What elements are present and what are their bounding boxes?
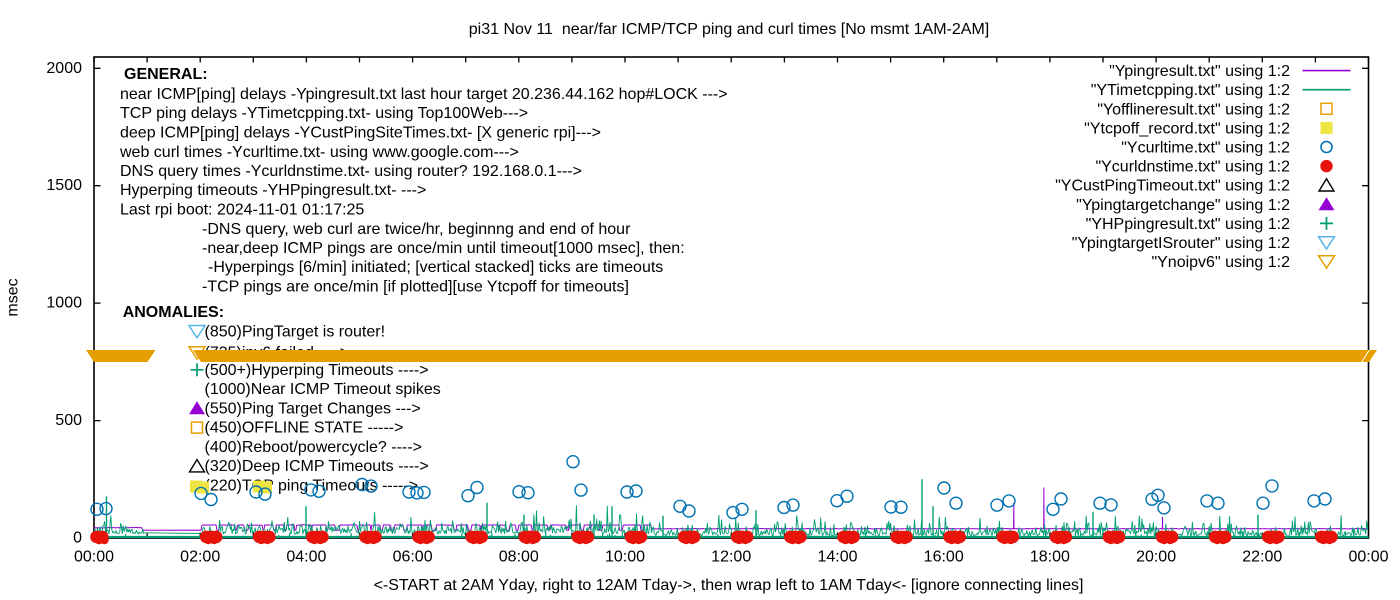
svg-text:06:00: 06:00 [393,549,433,566]
svg-text:-near,deep ICMP pings are once: -near,deep ICMP pings are once/min until… [202,240,685,257]
svg-text:0: 0 [73,530,82,547]
svg-text:-Hyperpings [6/min] initiated;: -Hyperpings [6/min] initiated; [vertical… [208,259,663,276]
svg-text:14:00: 14:00 [817,549,857,566]
svg-text:20:00: 20:00 [1136,549,1176,566]
svg-text:(400)Reboot/powercycle? ---->: (400)Reboot/powercycle? ----> [205,439,422,456]
svg-text:"Ytcpoff_record.txt" using 1:2: "Ytcpoff_record.txt" using 1:2 [1084,120,1290,137]
svg-text:"Ypingresult.txt" using 1:2: "Ypingresult.txt" using 1:2 [1109,63,1290,80]
svg-text:1000: 1000 [46,295,82,312]
svg-text:00:00: 00:00 [74,549,114,566]
svg-text:pi31 Nov 11 near/far ICMP/TCP: pi31 Nov 11 near/far ICMP/TCP ping and c… [469,21,989,38]
svg-text:(220)TCP ping Timeouts ----->: (220)TCP ping Timeouts -----> [205,477,419,494]
svg-text:"YpingtargetISrouter" using 1:: "YpingtargetISrouter" using 1:2 [1072,235,1290,252]
svg-text:"YCustPingTimeout.txt" using 1: "YCustPingTimeout.txt" using 1:2 [1055,178,1290,195]
svg-text:Last rpi boot: 2024-11-01 01:1: Last rpi boot: 2024-11-01 01:17:25 [120,202,364,219]
svg-text:(1000)Near ICMP Timeout spikes: (1000)Near ICMP Timeout spikes [205,381,441,398]
svg-text:22:00: 22:00 [1242,549,1282,566]
svg-text:TCP ping delays -YTimetcpping.: TCP ping delays -YTimetcpping.txt- using… [120,105,528,122]
svg-text:ANOMALIES:: ANOMALIES: [123,304,224,321]
svg-text:"Ycurldnstime.txt" using 1:2: "Ycurldnstime.txt" using 1:2 [1095,159,1290,176]
svg-text:web curl times -Ycurltime.txt-: web curl times -Ycurltime.txt- using www… [119,144,519,161]
svg-text:1500: 1500 [46,177,82,194]
svg-text:deep ICMP[ping] delays -YCustP: deep ICMP[ping] delays -YCustPingSiteTim… [120,125,601,142]
svg-text:12:00: 12:00 [711,549,751,566]
svg-text:(320)Deep ICMP Timeouts ---->: (320)Deep ICMP Timeouts ----> [205,458,429,475]
svg-text:"Ycurltime.txt" using 1:2: "Ycurltime.txt" using 1:2 [1121,140,1290,157]
svg-text:"Ypingtargetchange" using 1:2: "Ypingtargetchange" using 1:2 [1076,197,1290,214]
svg-text:(850)PingTarget is router!: (850)PingTarget is router! [205,323,386,340]
svg-text:<-START at 2AM Yday, right to: <-START at 2AM Yday, right to 12AM Tday-… [374,577,1084,594]
svg-text:GENERAL:: GENERAL: [124,66,208,83]
svg-text:00:00: 00:00 [1348,549,1388,566]
svg-text:"YTimetcpping.txt" using 1:2: "YTimetcpping.txt" using 1:2 [1091,82,1290,99]
svg-text:04:00: 04:00 [286,549,326,566]
svg-text:-TCP pings are once/min [if pl: -TCP pings are once/min [if plotted][use… [202,278,629,295]
svg-text:"Yofflineresult.txt" using 1:2: "Yofflineresult.txt" using 1:2 [1097,101,1290,118]
svg-text:"Ynoipv6" using 1:2: "Ynoipv6" using 1:2 [1151,254,1290,271]
svg-text:(450)OFFLINE STATE ----->: (450)OFFLINE STATE -----> [205,420,404,437]
svg-text:2000: 2000 [46,60,82,77]
svg-text:16:00: 16:00 [924,549,964,566]
svg-text:08:00: 08:00 [499,549,539,566]
svg-text:DNS query times -Ycurldnstime.: DNS query times -Ycurldnstime.txt- using… [120,163,582,180]
svg-text:Hyperping timeouts -YHPpingres: Hyperping timeouts -YHPpingresult.txt- -… [120,182,426,199]
svg-text:18:00: 18:00 [1030,549,1070,566]
svg-text:"YHPpingresult.txt" using 1:2: "YHPpingresult.txt" using 1:2 [1086,216,1290,233]
svg-text:(500+)Hyperping Timeouts ---->: (500+)Hyperping Timeouts ----> [205,362,429,379]
svg-text:500: 500 [55,412,82,429]
svg-text:(550)Ping Target Changes --->: (550)Ping Target Changes ---> [205,400,421,417]
svg-text:02:00: 02:00 [180,549,220,566]
svg-text:near ICMP[ping] delays -Ypingr: near ICMP[ping] delays -Ypingresult.txt … [120,86,728,103]
svg-text:msec: msec [5,278,22,316]
svg-text:10:00: 10:00 [605,549,645,566]
svg-text:-DNS query, web curl are twice: -DNS query, web curl are twice/hr, begin… [202,221,631,238]
